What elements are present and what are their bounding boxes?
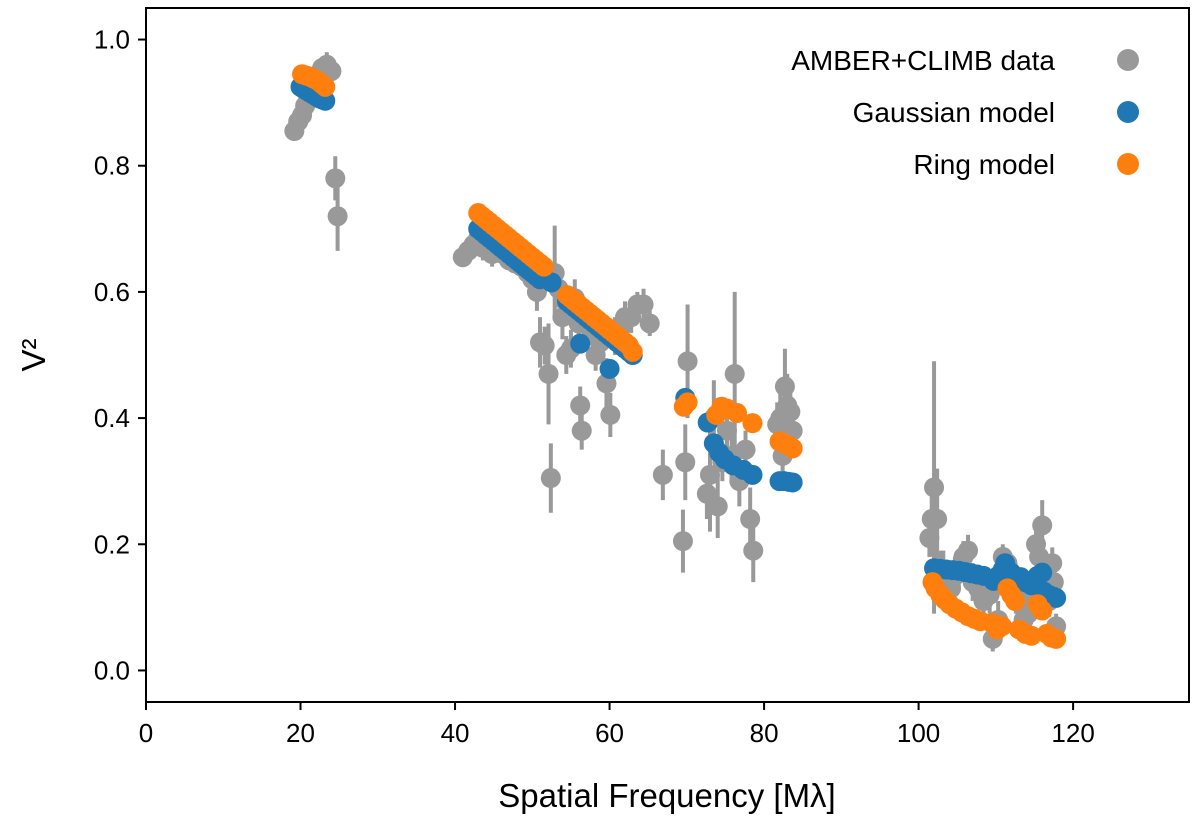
legend-label-amber-climb-data: AMBER+CLIMB data [791,45,1055,76]
point-layer [284,54,1067,649]
x-axis-ticks: 0 20 40 60 80 100 120 [139,702,1095,748]
ring-model-point [992,616,1013,637]
amber-climb-data-point [675,452,696,473]
y-axis-ticks: 0.0 0.2 0.4 0.6 0.8 1.0 [94,25,146,685]
amber-climb-data-point [958,540,979,561]
y-tick-label: 0.4 [94,403,130,433]
legend-marker-amber-climb-data [1117,49,1139,71]
gaussian-model-point [1032,562,1053,583]
x-tick-label: 60 [595,718,624,748]
legend-label-gaussian-model: Gaussian model [853,97,1055,128]
amber-climb-data-point [699,464,720,485]
y-tick-label: 0.2 [94,529,130,559]
amber-climb-data-point [927,509,948,530]
amber-climb-data-point [538,363,559,384]
amber-climb-data-point [327,206,348,227]
ring-model-point [727,403,748,424]
amber-climb-data-point [633,294,654,315]
amber-climb-data-point [919,527,940,548]
amber-climb-data-point [639,313,660,334]
ring-model-point [677,392,698,413]
ring-model-point [782,438,803,459]
x-axis-title: Spatial Frequency [Mλ] [498,777,835,814]
amber-climb-data-point [774,376,795,397]
amber-climb-data-point [780,401,801,422]
gaussian-model-point [782,472,803,493]
amber-climb-data-point [735,439,756,460]
amber-climb-data-point [924,477,945,498]
x-tick-label: 20 [286,718,315,748]
ring-model-point [622,341,643,362]
amber-climb-data-point [571,420,592,441]
amber-climb-data-point [534,335,555,356]
x-tick-label: 100 [897,718,940,748]
legend-label-ring-model: Ring model [913,149,1055,180]
amber-climb-data-point [540,468,561,489]
amber-climb-data-point [743,540,764,561]
ring-model-point [533,256,554,277]
legend: AMBER+CLIMB data Gaussian model Ring model [791,45,1139,180]
gaussian-model-point [1046,587,1067,608]
amber-climb-data-point [325,168,346,189]
x-tick-label: 40 [441,718,470,748]
amber-climb-data-point [716,420,737,441]
x-tick-label: 0 [139,718,153,748]
y-tick-label: 1.0 [94,25,130,55]
gaussian-model-point [742,464,763,485]
amber-climb-data-point [740,509,761,530]
amber-climb-data-point [672,531,693,552]
ring-model-point [1032,600,1053,621]
y-tick-label: 0.8 [94,151,130,181]
ring-model-point [1046,628,1067,649]
legend-marker-gaussian-model [1117,101,1139,123]
gaussian-model-point [541,272,562,293]
plot-frame [145,7,1190,703]
ring-model-point [315,76,336,97]
ring-model-point [1005,591,1026,612]
amber-climb-data-point [724,363,745,384]
y-tick-label: 0.6 [94,277,130,307]
amber-climb-data-point [1032,515,1053,536]
legend-marker-ring-model [1117,153,1139,175]
x-tick-label: 80 [750,718,779,748]
gaussian-model-point [570,333,591,354]
y-tick-label: 0.0 [94,655,130,685]
amber-climb-data-point [677,351,698,372]
amber-climb-data-point [652,464,673,485]
ring-model-point [742,413,763,434]
x-tick-label: 120 [1051,718,1094,748]
gaussian-model-point [599,358,620,379]
gaussian-model-point [315,90,336,111]
amber-climb-data-point [600,404,621,425]
amber-climb-data-point [570,395,591,416]
amber-climb-data-point [707,496,728,517]
ring-model-point [1021,625,1042,646]
y-axis-title: V² [15,338,52,371]
